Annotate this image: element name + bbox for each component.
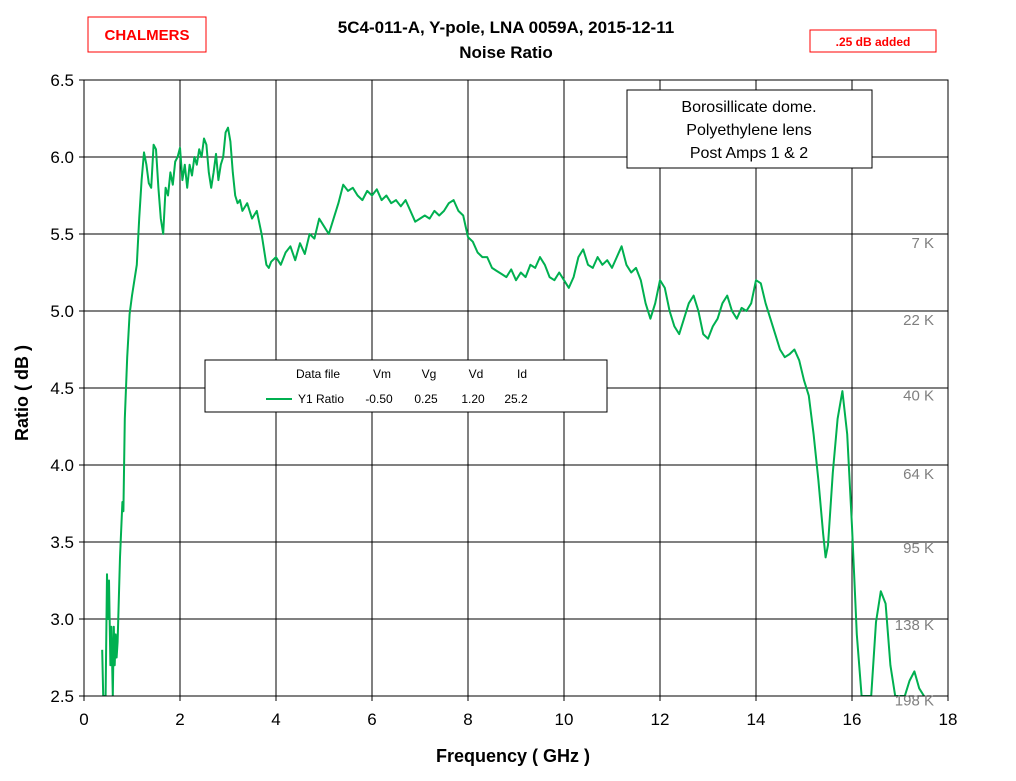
legend-value-vd: 1.20 [461,392,485,406]
legend-header-vd: Vd [469,367,484,381]
legend-header-id: Id [517,367,527,381]
x-tick-label: 6 [367,710,376,729]
x-tick-label: 14 [747,710,766,729]
x-tick-label: 12 [651,710,670,729]
x-tick-label: 4 [271,710,280,729]
x-tick-label: 10 [555,710,574,729]
annotation-box: Borosillicate dome. Polyethylene lens Po… [626,89,873,169]
annotation-line-2: Polyethylene lens [686,122,811,139]
x-tick-label: 8 [463,710,472,729]
legend-value-id: 25.2 [504,392,528,406]
legend: Data file Vm Vg Vd Id Y1 Ratio -0.50 0.2… [204,359,608,413]
chart-subtitle: Noise Ratio [459,43,553,62]
y-tick-label: 2.5 [50,687,74,706]
temperature-label: 40 K [903,388,934,405]
y-tick-label: 3.0 [50,610,74,629]
annotation-line-1: Borosillicate dome. [681,99,816,116]
y-tick-label: 5.0 [50,302,74,321]
y-tick-label: 6.0 [50,148,74,167]
offset-badge-label: .25 dB added [836,35,911,49]
series-layer [101,126,925,696]
offset-badge: .25 dB added [809,29,937,53]
temperature-label: 198 K [895,693,934,710]
temperature-label: 7 K [911,235,934,252]
temperature-label: 64 K [903,466,934,483]
y-axis-label: Ratio ( dB ) [12,345,32,441]
legend-series-name: Y1 Ratio [298,392,344,406]
y-tick-label: 6.5 [50,71,74,90]
temperature-label: 22 K [903,312,934,329]
annotation-line-3: Post Amps 1 & 2 [690,145,808,162]
legend-value-vm: -0.50 [365,392,393,406]
x-tick-label: 18 [939,710,958,729]
legend-header-vm: Vm [373,367,391,381]
temperature-label: 95 K [903,540,934,557]
temperature-labels: 7 K 22 K 40 K 64 K 95 K 138 K 198 K [895,235,934,709]
chalmers-badge: CHALMERS [87,16,207,53]
temperature-label: 138 K [895,617,934,634]
legend-header-datafile: Data file [296,367,340,381]
x-tick-label: 0 [79,710,88,729]
legend-header-vg: Vg [422,367,437,381]
y-axis-ticks: 2.5 3.0 3.5 4.0 4.5 5.0 5.5 6.0 6.5 [50,71,84,706]
y-tick-label: 4.0 [50,456,74,475]
y-tick-label: 4.5 [50,379,74,398]
chart-title: 5C4-011-A, Y-pole, LNA 0059A, 2015-12-11 [338,18,674,37]
chalmers-badge-label: CHALMERS [105,27,190,44]
x-axis-label: Frequency ( GHz ) [436,746,590,766]
x-tick-label: 16 [843,710,862,729]
y-tick-label: 5.5 [50,225,74,244]
x-axis-ticks: 0 2 4 6 8 10 12 14 16 18 [79,696,957,729]
y-tick-label: 3.5 [50,533,74,552]
series-line-y1-ratio [101,126,925,696]
legend-value-vg: 0.25 [414,392,438,406]
x-tick-label: 2 [175,710,184,729]
